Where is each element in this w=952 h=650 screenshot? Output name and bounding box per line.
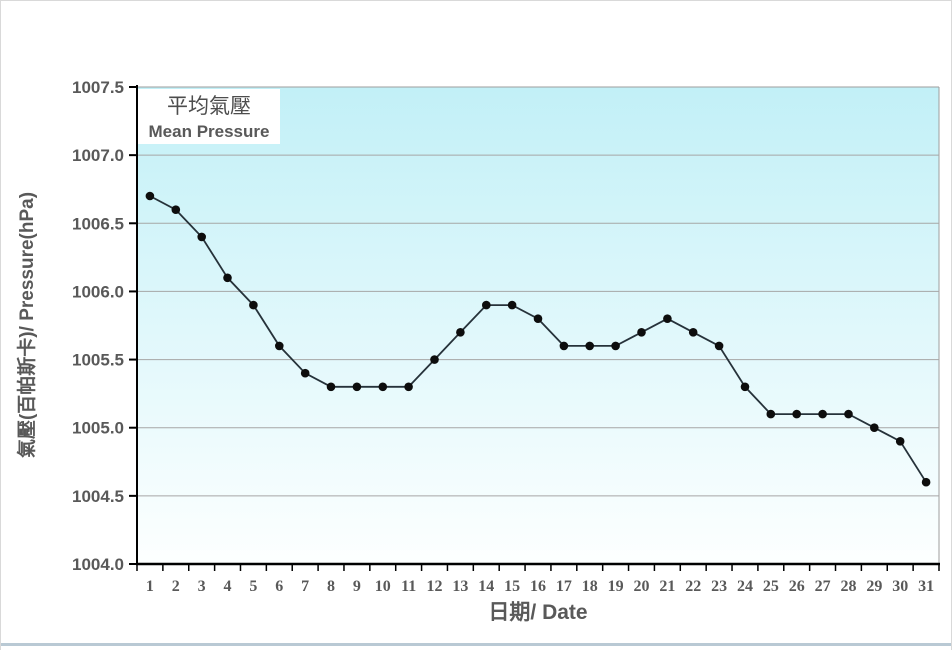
x-tick-label: 19: [608, 578, 624, 595]
x-tick-label: 17: [556, 578, 572, 595]
data-point: [482, 300, 491, 310]
x-tick-label: 15: [504, 578, 520, 595]
legend-label-zh: 平均氣壓: [167, 95, 251, 118]
x-tick-label: 6: [275, 578, 283, 595]
x-tick-label: 16: [530, 578, 546, 595]
data-point: [378, 382, 388, 392]
gridlines: [137, 154, 939, 497]
x-tick-label: 11: [401, 578, 416, 595]
x-tick-label: 24: [737, 578, 753, 595]
x-tick-label: 30: [892, 578, 908, 595]
data-point: [663, 314, 672, 324]
y-tick-label: 1006.0: [72, 282, 124, 301]
y-axis-title: 氣壓(百帕斯卡)/ Pressure(hPa): [15, 192, 38, 458]
x-tick-label: 31: [918, 578, 934, 595]
x-tick-label: 25: [763, 578, 779, 595]
x-tick-label: 2: [172, 578, 180, 595]
x-tick-label: 3: [198, 578, 206, 595]
legend-label-en: Mean Pressure: [149, 122, 270, 141]
legend: 平均氣壓 Mean Pressure: [138, 89, 280, 144]
x-tick-label: 26: [789, 578, 805, 595]
x-tick-label: 28: [840, 578, 856, 595]
data-point: [559, 341, 569, 351]
data-point: [430, 355, 439, 364]
data-point: [326, 382, 336, 392]
x-tick-label: 13: [452, 578, 468, 595]
data-point: [352, 382, 362, 392]
x-tick-label: 12: [427, 578, 443, 595]
x-axis-ticks: 1 2 3 4 5 6 7 8 9 10 11 12 13 14 15 16 17 18 19 20 21 22 23 24 2…: [136, 564, 940, 595]
data-point: [637, 328, 646, 337]
data-point: [844, 409, 853, 419]
y-tick-label: 1005.0: [72, 419, 124, 438]
data-point: [507, 300, 517, 310]
page-bottom-band: [1, 643, 951, 646]
x-tick-label: 1: [146, 578, 154, 595]
x-tick-label: 14: [478, 578, 494, 595]
x-tick-label: 7: [301, 578, 309, 595]
data-point: [921, 477, 931, 487]
data-point: [533, 314, 543, 324]
data-point: [688, 328, 698, 337]
y-tick-label: 1007.5: [72, 78, 124, 97]
data-point: [145, 191, 155, 201]
legend-box: [138, 89, 280, 144]
data-point: [766, 409, 776, 419]
x-tick-label: 8: [327, 578, 335, 595]
data-point: [818, 409, 827, 419]
x-tick-label: 5: [249, 578, 257, 595]
y-tick-label: 1005.5: [72, 351, 124, 370]
plot-area: [137, 87, 939, 564]
data-point: [870, 423, 879, 433]
data-point: [895, 437, 905, 446]
x-axis-title: 日期/ Date: [488, 601, 587, 624]
data-point: [792, 409, 801, 419]
data-point: [300, 368, 310, 378]
data-point: [714, 341, 724, 351]
y-axis-ticks: 1004.0 1004.5 1005.0 1005.5 1006.0 1006.5 1007…: [72, 78, 137, 574]
data-point: [171, 205, 181, 214]
x-tick-label: 21: [659, 578, 675, 595]
y-tick-label: 1007.0: [72, 146, 124, 165]
data-point: [611, 341, 620, 351]
data-point: [223, 273, 232, 283]
data-point: [275, 341, 284, 351]
x-tick-label: 18: [582, 578, 598, 595]
data-point: [197, 232, 206, 242]
y-tick-label: 1004.0: [72, 555, 124, 574]
x-tick-label: 9: [353, 578, 361, 595]
data-point: [249, 300, 258, 310]
x-tick-label: 10: [375, 578, 391, 595]
data-point: [404, 382, 413, 392]
x-tick-label: 27: [815, 578, 831, 595]
x-tick-label: 23: [711, 578, 727, 595]
y-tick-label: 1006.5: [72, 214, 124, 233]
mean-pressure-series: [145, 191, 931, 487]
data-point: [740, 382, 750, 392]
x-tick-label: 20: [633, 578, 649, 595]
x-tick-label: 29: [866, 578, 882, 595]
y-tick-label: 1004.5: [72, 487, 124, 506]
x-tick-label: 22: [685, 578, 701, 595]
data-point: [585, 341, 594, 351]
x-tick-label: 4: [224, 578, 232, 595]
data-point: [456, 328, 465, 337]
